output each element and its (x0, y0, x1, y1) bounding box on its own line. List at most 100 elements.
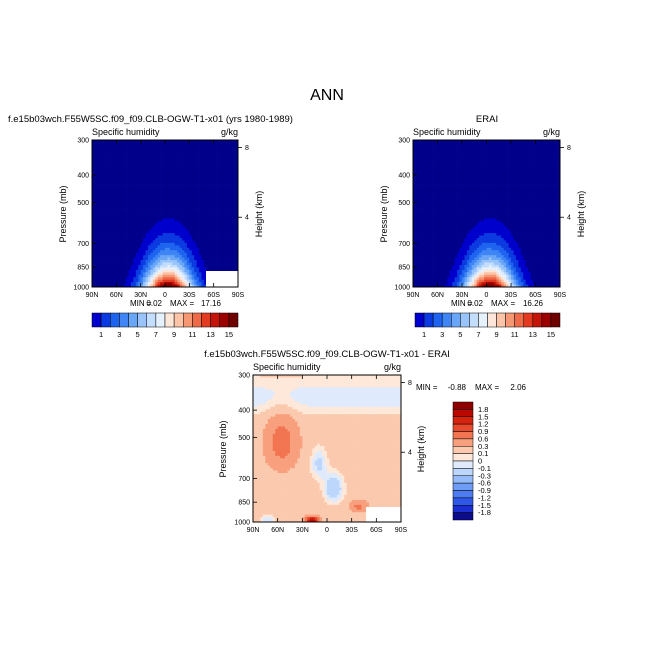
field-cell (199, 154, 202, 158)
field-cell (118, 215, 122, 219)
field-cell (162, 250, 166, 254)
field-cell (145, 223, 149, 227)
field-cell (199, 242, 202, 246)
field-cell (449, 176, 453, 180)
field-cell (501, 149, 504, 153)
field-cell (145, 144, 149, 148)
field-cell (165, 223, 168, 227)
field-cell (109, 228, 112, 231)
field-cell (223, 169, 227, 173)
field-cell (140, 206, 144, 209)
field-cell (121, 189, 124, 192)
field-cell (109, 218, 112, 222)
field-cell (540, 162, 544, 165)
field-cell (537, 144, 541, 148)
field-cell (128, 213, 132, 217)
field-cell (184, 144, 188, 148)
field-cell (196, 279, 200, 283)
field-cell (430, 181, 433, 185)
field-cell (113, 169, 117, 173)
field-cell (162, 186, 166, 190)
field-cell (545, 144, 549, 148)
field-cell (138, 171, 142, 175)
field-cell (167, 238, 171, 241)
field-cell (143, 140, 146, 143)
field-cell (427, 181, 431, 185)
field-cell (223, 140, 227, 143)
field-cell (140, 255, 144, 258)
field-cell (501, 152, 504, 156)
field-cell (123, 279, 127, 283)
field-cell (109, 154, 112, 158)
field-cell (152, 169, 156, 173)
field-cell (179, 211, 183, 214)
field-cell (444, 169, 448, 173)
field-cell (464, 144, 468, 148)
field-cell (542, 174, 546, 178)
field-cell (155, 245, 159, 249)
field-cell (513, 140, 517, 143)
field-cell (545, 157, 549, 160)
field-cell (203, 169, 207, 173)
field-cell (189, 279, 193, 283)
field-cell (194, 218, 197, 222)
field-cell (518, 154, 522, 158)
field-cell (427, 140, 431, 143)
field-cell (92, 144, 95, 148)
field-cell (186, 240, 190, 244)
colorbar-swatch (91, 312, 102, 328)
field-cell (206, 140, 210, 143)
field-cell (121, 238, 124, 241)
field-cell (233, 149, 236, 153)
field-cell (145, 218, 149, 222)
colorbar-swatch (219, 312, 230, 328)
field-cell (182, 203, 185, 207)
field-cell (165, 162, 168, 165)
field-cell (220, 211, 224, 214)
field-cell (225, 184, 229, 187)
field-cell (547, 186, 551, 190)
field-cell (545, 142, 549, 146)
field-cell (550, 184, 553, 187)
field-cell (194, 208, 197, 212)
field-cell (184, 166, 188, 170)
field-cell (184, 186, 188, 190)
field-cell (201, 284, 205, 287)
field-cell (218, 176, 222, 180)
field-cell (542, 140, 546, 143)
field-cell (145, 274, 149, 278)
field-cell (182, 272, 185, 276)
field-cell (113, 154, 117, 158)
field-cell (121, 154, 124, 158)
field-cell (417, 164, 421, 168)
field-cell (452, 186, 455, 190)
field-cell (235, 149, 238, 153)
field-cell (211, 238, 215, 241)
field-cell (444, 162, 448, 165)
field-cell (189, 162, 193, 165)
field-cell (184, 272, 188, 276)
field-cell (147, 235, 151, 239)
field-cell (199, 208, 202, 212)
field-cell (177, 169, 180, 173)
field-cell (223, 166, 227, 170)
field-cell (444, 186, 448, 190)
field-cell (133, 252, 137, 256)
field-cell (138, 191, 142, 195)
field-cell (94, 250, 98, 254)
field-cell (118, 162, 122, 165)
field-cell (493, 147, 497, 151)
field-cell (452, 179, 455, 182)
field-cell (116, 174, 120, 178)
field-cell (228, 140, 232, 143)
field-cell (196, 169, 200, 173)
field-cell (162, 233, 166, 236)
field-cell (145, 235, 149, 239)
field-cell (177, 220, 180, 224)
field-cell (113, 166, 117, 170)
field-cell (203, 257, 207, 261)
field-cell (501, 176, 504, 180)
field-cell (194, 240, 197, 244)
field-cell (235, 206, 238, 209)
field-cell (169, 211, 173, 214)
